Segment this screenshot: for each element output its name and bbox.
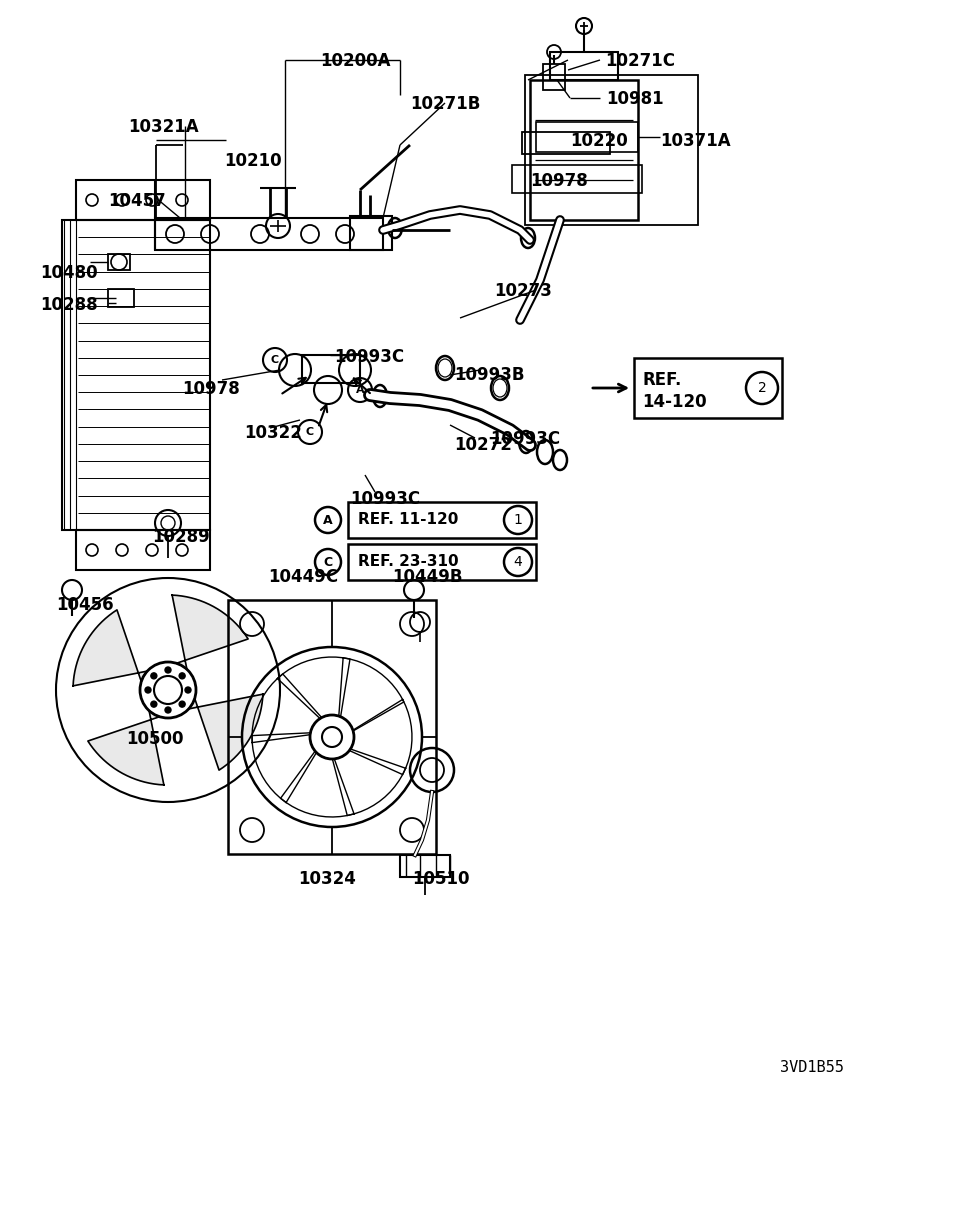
Text: 4: 4: [514, 555, 522, 569]
Bar: [76, 530, 210, 570]
Text: C: C: [306, 427, 314, 437]
Text: 10200A: 10200A: [320, 52, 391, 70]
Polygon shape: [73, 610, 147, 686]
Text: 10480: 10480: [40, 264, 98, 282]
Text: 10981: 10981: [606, 90, 663, 108]
Text: 10978: 10978: [182, 380, 240, 398]
Bar: [155, 218, 383, 250]
Bar: [350, 217, 392, 250]
Text: 10273: 10273: [494, 282, 552, 300]
Text: REF. 11-120: REF. 11-120: [358, 513, 458, 528]
Polygon shape: [189, 695, 263, 770]
Text: C: C: [271, 355, 279, 365]
Circle shape: [145, 687, 151, 693]
Bar: [543, 64, 565, 90]
Text: 10449B: 10449B: [392, 567, 463, 586]
Circle shape: [180, 673, 185, 679]
Circle shape: [185, 687, 191, 693]
Text: 10993C: 10993C: [490, 430, 560, 448]
Text: A: A: [356, 385, 364, 394]
Bar: [228, 600, 436, 854]
Text: 10271C: 10271C: [605, 52, 675, 70]
Text: 14-120: 14-120: [642, 393, 707, 411]
Text: REF.: REF.: [642, 371, 682, 388]
Polygon shape: [88, 710, 164, 785]
Bar: [536, 122, 638, 152]
Text: 10288: 10288: [40, 296, 98, 315]
Bar: [62, 220, 210, 530]
Text: 2: 2: [757, 381, 766, 394]
Text: 10993B: 10993B: [454, 365, 524, 384]
Circle shape: [180, 701, 185, 707]
Text: 10324: 10324: [298, 870, 356, 888]
Text: REF. 23-310: REF. 23-310: [358, 554, 459, 570]
Text: 10456: 10456: [56, 597, 113, 613]
Text: 10978: 10978: [530, 172, 588, 190]
Bar: [550, 52, 618, 80]
Bar: [525, 75, 698, 225]
Polygon shape: [172, 595, 248, 669]
Circle shape: [165, 707, 171, 713]
Text: A: A: [324, 513, 333, 526]
Text: 10449C: 10449C: [268, 567, 338, 586]
Bar: [348, 544, 536, 580]
Bar: [108, 289, 134, 307]
Bar: [512, 165, 642, 194]
Text: C: C: [324, 555, 332, 569]
Text: 10322: 10322: [244, 424, 301, 442]
Circle shape: [151, 701, 156, 707]
Text: 10371A: 10371A: [660, 132, 731, 150]
Text: 10220: 10220: [570, 132, 628, 150]
Circle shape: [165, 667, 171, 673]
Text: 10210: 10210: [224, 152, 281, 169]
Bar: [302, 355, 360, 384]
Text: 10272: 10272: [454, 436, 512, 454]
Text: 10321A: 10321A: [128, 119, 199, 136]
Bar: [400, 855, 450, 877]
Bar: [348, 502, 536, 538]
Text: 1: 1: [514, 513, 522, 528]
Text: 10457: 10457: [108, 192, 166, 211]
Bar: [522, 132, 610, 154]
Bar: [634, 358, 782, 417]
Bar: [530, 80, 638, 220]
Text: 3VD1B55: 3VD1B55: [780, 1060, 844, 1074]
Text: 10993C: 10993C: [334, 348, 404, 365]
Text: 10500: 10500: [126, 730, 183, 748]
Circle shape: [151, 673, 156, 679]
Text: 10271B: 10271B: [410, 96, 480, 113]
Text: 10510: 10510: [412, 870, 469, 888]
Circle shape: [140, 662, 196, 718]
Bar: [76, 180, 210, 220]
Text: 10993C: 10993C: [350, 490, 420, 508]
Text: 10289: 10289: [152, 528, 209, 546]
Bar: [108, 254, 130, 270]
